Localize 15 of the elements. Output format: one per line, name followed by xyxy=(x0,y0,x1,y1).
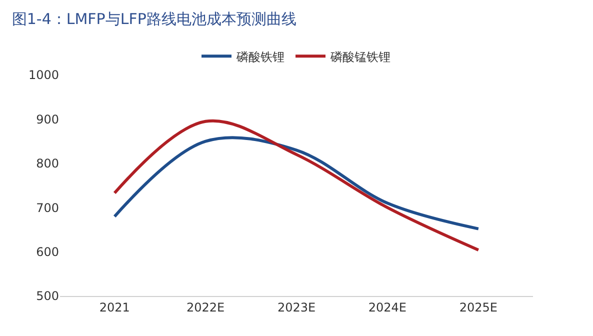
line-series xyxy=(113,119,480,252)
y-tick-label: 800 xyxy=(36,156,59,171)
legend-label: 磷酸锰铁锂 xyxy=(330,50,390,64)
x-tick-label: 2024E xyxy=(368,300,407,314)
chart-title: 图1-4：LMFP与LFP路线电池成本预测曲线 xyxy=(12,10,296,28)
x-tick-label: 2021 xyxy=(99,300,130,314)
y-tick-label: 900 xyxy=(36,112,59,126)
legend-label: 磷酸铁锂 xyxy=(236,50,284,64)
x-tick-label: 2025E xyxy=(459,300,498,314)
y-tick-label: 1000 xyxy=(28,68,59,82)
x-tick-label: 2022E xyxy=(186,300,225,314)
x-tick-label: 2023E xyxy=(277,300,316,314)
y-tick-label: 500 xyxy=(36,289,59,304)
y-tick-label: 600 xyxy=(36,245,59,259)
y-tick-label: 700 xyxy=(36,200,59,215)
